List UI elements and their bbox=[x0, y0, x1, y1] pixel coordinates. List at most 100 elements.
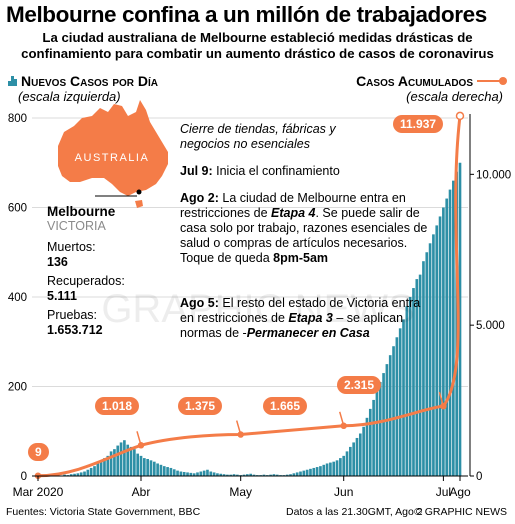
x-tick-label: Abr bbox=[132, 485, 151, 499]
daily-bar bbox=[93, 466, 96, 476]
left-tick-label: 600 bbox=[8, 203, 27, 215]
daily-bar bbox=[196, 472, 199, 476]
daily-bar bbox=[229, 474, 233, 476]
annotation-ago2: Ago 2: La ciudad de Melbourne entra en r… bbox=[180, 191, 430, 266]
daily-bar bbox=[375, 390, 379, 476]
legend-right-scale: (escala derecha) bbox=[406, 89, 503, 104]
footer-data-time: Datos a las 21.30GMT, Ago 2 bbox=[286, 506, 423, 518]
daily-bar bbox=[435, 225, 439, 476]
daily-bar bbox=[425, 252, 429, 476]
daily-bar bbox=[106, 455, 110, 476]
left-tick-label: 200 bbox=[8, 382, 27, 394]
daily-bar bbox=[63, 474, 66, 476]
callout-may: 1.375 bbox=[178, 397, 223, 415]
daily-bar bbox=[345, 451, 349, 476]
legend-left: Nuevos Casos por Día (escala izquierda) bbox=[8, 73, 158, 104]
annotation-ago2-stage: Etapa 4 bbox=[271, 206, 316, 220]
daily-bar bbox=[83, 471, 86, 476]
daily-bar bbox=[113, 449, 116, 476]
daily-bar bbox=[392, 346, 395, 476]
daily-bar bbox=[322, 464, 326, 476]
daily-bar bbox=[89, 467, 93, 476]
daily-bar bbox=[232, 474, 236, 476]
tests-label: Pruebas: bbox=[47, 308, 98, 322]
bar-swatch-icon bbox=[8, 76, 17, 86]
annotation-ago5-text2: – se aplican normas de - bbox=[180, 311, 404, 340]
daily-bar bbox=[299, 471, 302, 476]
callout-mar: 9 bbox=[28, 443, 49, 461]
daily-bar bbox=[139, 455, 143, 476]
daily-bar bbox=[133, 449, 136, 476]
daily-bar bbox=[408, 297, 412, 476]
daily-bar bbox=[325, 463, 329, 476]
daily-bar bbox=[332, 461, 336, 476]
daily-bar bbox=[222, 474, 226, 476]
daily-bar bbox=[378, 382, 382, 476]
daily-bar bbox=[428, 243, 432, 476]
daily-bar bbox=[458, 162, 462, 476]
tasmania-shape bbox=[135, 200, 143, 208]
subtitle: La ciudad australiana de Melbourne estab… bbox=[21, 30, 494, 61]
daily-bar bbox=[79, 472, 83, 476]
tests-value: 1.653.712 bbox=[47, 323, 103, 337]
annotation-ago2-date: Ago 2: bbox=[180, 191, 219, 205]
daily-bar bbox=[275, 474, 279, 476]
daily-bar bbox=[365, 417, 369, 476]
recovered-value: 5.111 bbox=[47, 289, 77, 303]
daily-bar bbox=[179, 471, 183, 476]
daily-bar bbox=[355, 437, 359, 476]
daily-bar bbox=[302, 470, 306, 476]
daily-bar bbox=[182, 471, 186, 476]
daily-bar bbox=[405, 305, 409, 476]
annotation-jul9-date: Jul 9: bbox=[180, 164, 213, 178]
right-tick-label: 5.000 bbox=[476, 320, 505, 332]
cumulative-line-path bbox=[37, 115, 462, 478]
annotation-ago5-stage: Etapa 3 bbox=[288, 311, 333, 325]
footer-sources: Fuentes: Victoria State Government, BBC bbox=[6, 506, 201, 518]
daily-bar bbox=[418, 274, 422, 476]
daily-bar bbox=[335, 460, 339, 476]
annotation-ago2-text2: . Se puede salir de casa solo por trabaj… bbox=[180, 206, 428, 265]
daily-bar bbox=[126, 444, 130, 476]
daily-bar bbox=[358, 433, 362, 476]
annotation-ago5-date: Ago 5: bbox=[180, 296, 219, 310]
daily-bar bbox=[76, 473, 80, 476]
daily-bar bbox=[73, 473, 76, 476]
daily-bar bbox=[246, 474, 249, 476]
daily-bar bbox=[445, 198, 449, 477]
daily-bar bbox=[252, 474, 256, 476]
daily-bar bbox=[69, 474, 73, 476]
callout-pointer bbox=[136, 431, 142, 446]
daily-bar bbox=[176, 470, 179, 476]
daily-bar bbox=[452, 180, 455, 476]
daily-bar bbox=[219, 473, 223, 476]
cumulative-line bbox=[34, 111, 465, 479]
melbourne-marker-icon bbox=[136, 189, 142, 195]
callout-apr: 1.018 bbox=[95, 397, 140, 415]
daily-bar bbox=[415, 279, 419, 476]
daily-bar bbox=[289, 474, 292, 476]
daily-bar bbox=[295, 472, 299, 476]
daily-bar bbox=[99, 460, 103, 476]
daily-bar bbox=[202, 470, 206, 476]
australia-map: AUSTRALIA bbox=[58, 100, 168, 208]
daily-bar bbox=[146, 458, 149, 476]
daily-bar bbox=[402, 319, 405, 476]
daily-bar bbox=[209, 471, 213, 476]
cumulative-point bbox=[455, 111, 465, 121]
daily-bar bbox=[236, 474, 239, 476]
daily-bar bbox=[206, 469, 209, 476]
annotation-jul9-text: Inicia el confinamiento bbox=[212, 164, 340, 178]
daily-bar bbox=[362, 426, 365, 476]
daily-bar bbox=[116, 445, 120, 476]
daily-bar bbox=[156, 463, 159, 476]
annotation-jul9: Jul 9: Inicia el confinamiento bbox=[180, 164, 430, 179]
line-swatch-icon bbox=[477, 76, 507, 86]
daily-bar bbox=[312, 467, 316, 476]
daily-bar bbox=[272, 474, 276, 476]
daily-bar bbox=[212, 472, 216, 476]
right-tick-label: 10.000 bbox=[476, 169, 511, 181]
daily-bar bbox=[143, 458, 146, 476]
callout-pointer bbox=[235, 420, 242, 435]
